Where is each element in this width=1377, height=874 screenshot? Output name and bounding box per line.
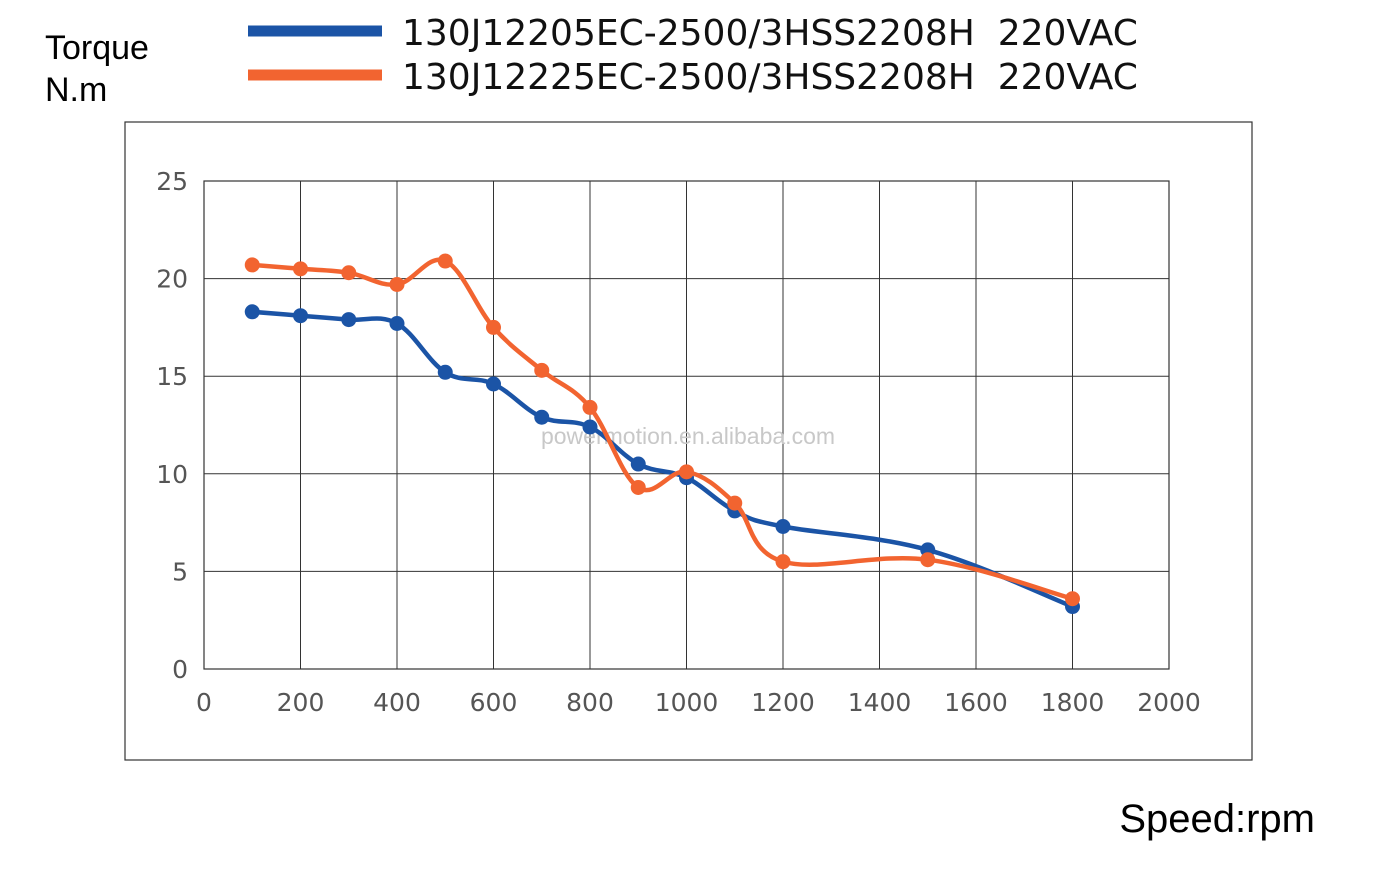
- x-tick-label: 1000: [655, 688, 719, 717]
- x-tick-label: 0: [196, 688, 212, 717]
- x-tick-label: 1400: [848, 688, 912, 717]
- series-2-point-12: [920, 552, 936, 568]
- legend-label-series-1: 130J12205EC-2500/3HSS2208H 220VAC: [402, 13, 1138, 54]
- series-2: [244, 253, 1080, 607]
- series-2-point-4: [437, 253, 453, 269]
- series-2-point-8: [630, 479, 646, 495]
- y-axis-label-line-1: Torque: [45, 29, 149, 67]
- series-1-point-4: [437, 364, 453, 380]
- x-tick-label: 800: [566, 688, 614, 717]
- series-1-point-11: [775, 519, 791, 535]
- y-tick-label: 0: [172, 655, 188, 684]
- series-2-point-1: [293, 261, 308, 277]
- y-tick-label: 20: [156, 265, 188, 294]
- series-1-point-6: [534, 409, 550, 425]
- series-2-point-0: [244, 257, 260, 273]
- x-tick-label: 1800: [1041, 688, 1105, 717]
- x-tick-label: 400: [373, 688, 421, 717]
- x-axis-ticks: 0 200 400 600 800 1000 1200 1400 1600 1800 2000: [196, 688, 1201, 717]
- legend: 130J12205EC-2500/3HSS2208H 220VAC 130J12…: [248, 13, 1138, 98]
- series-2-point-7: [582, 399, 598, 415]
- chart-frame: [124, 121, 1253, 761]
- y-tick-label: 25: [156, 167, 188, 196]
- y-axis-label-line-2: N.m: [45, 71, 107, 109]
- legend-label-series-2: 130J12225EC-2500/3HSS2208H 220VAC: [402, 57, 1138, 98]
- data-series: [244, 253, 1080, 615]
- series-2-point-3: [389, 276, 405, 292]
- y-tick-label: 10: [156, 460, 188, 489]
- x-tick-label: 1200: [751, 688, 815, 717]
- y-axis-ticks: 0 5 10 15 20 25: [156, 167, 188, 684]
- series-1-point-0: [244, 304, 260, 320]
- series-1-point-3: [389, 315, 405, 331]
- series-2-point-6: [534, 362, 550, 378]
- x-tick-label: 1600: [944, 688, 1008, 717]
- series-2-point-10: [727, 495, 743, 511]
- x-axis-label: Speed:rpm: [1119, 797, 1315, 841]
- x-tick-label: 2000: [1137, 688, 1201, 717]
- x-tick-label: 200: [277, 688, 325, 717]
- plot-area-border: [203, 180, 1170, 670]
- y-tick-label: 5: [172, 557, 188, 586]
- series-1-point-8: [630, 456, 646, 472]
- y-tick-label: 15: [156, 362, 188, 391]
- series-1: [244, 304, 1080, 615]
- series-2-point-11: [775, 554, 791, 570]
- series-2-point-5: [486, 319, 501, 335]
- series-2-point-9: [679, 464, 694, 480]
- series-2-point-2: [341, 265, 357, 281]
- series-1-point-2: [341, 312, 357, 328]
- series-2-point-13: [1065, 591, 1080, 607]
- x-tick-label: 600: [470, 688, 518, 717]
- series-1-point-1: [293, 308, 308, 324]
- series-1-point-5: [486, 376, 501, 392]
- series-1-point-7: [582, 419, 598, 435]
